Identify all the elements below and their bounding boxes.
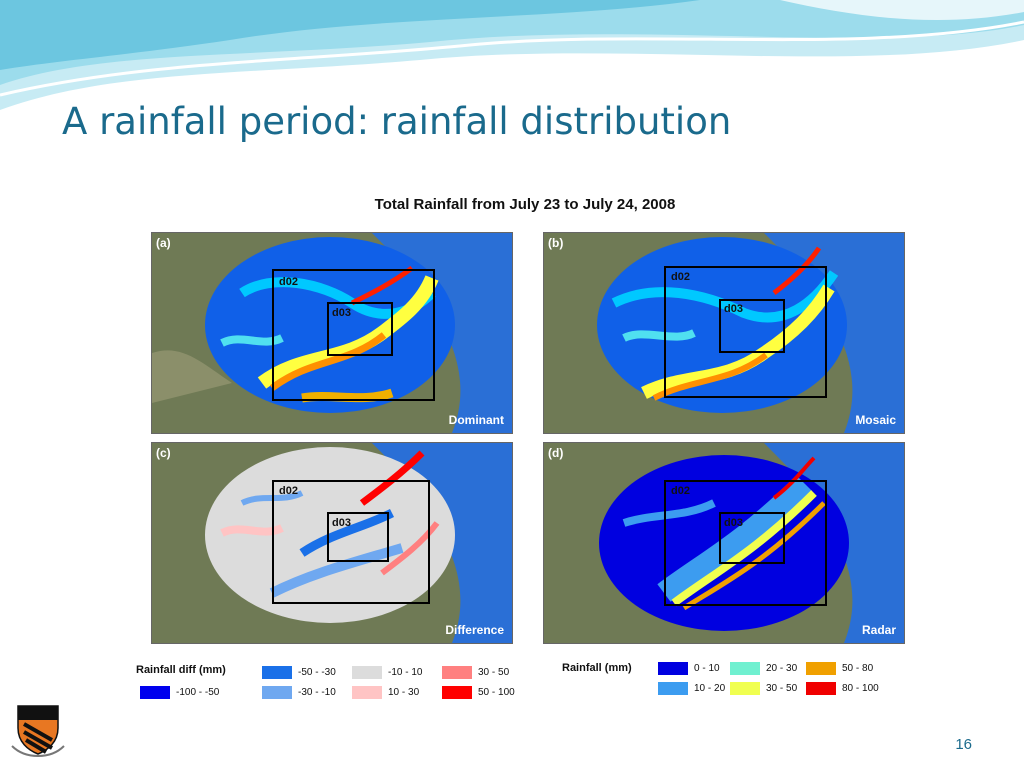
legend-label: -100 - -50: [176, 687, 220, 698]
slide-title: A rainfall period: rainfall distribution: [62, 100, 732, 143]
difference-map: [152, 443, 512, 643]
domain-label-d02: d02: [279, 276, 298, 288]
domain-label-d02: d02: [671, 485, 690, 497]
panel-difference: (c) Difference d02 d03: [151, 442, 513, 644]
domain-label-d02: d02: [671, 271, 690, 283]
panel-letter: (a): [156, 236, 171, 250]
university-shield-logo: [11, 705, 65, 758]
panel-name: Dominant: [448, 413, 504, 427]
legend-label: -30 - -10: [298, 687, 336, 698]
domain-label-d03: d03: [724, 303, 743, 315]
legend-label: 50 - 100: [478, 687, 515, 698]
legend-label: -10 - 10: [388, 667, 423, 678]
panel-letter: (d): [548, 446, 564, 460]
legend-label: 30 - 50: [478, 667, 510, 678]
legend-swatch: [806, 662, 836, 675]
legend-label: 0 - 10: [694, 663, 720, 674]
mosaic-map: [544, 233, 904, 433]
legend-rainfall-diff: Rainfall diff (mm) -100 - -50 -50 - -30 …: [136, 664, 526, 714]
panel-name: Mosaic: [855, 413, 896, 427]
legend-label: 10 - 20: [694, 683, 726, 694]
panel-letter: (b): [548, 236, 564, 250]
legend-swatch: [262, 666, 292, 679]
legend-swatch: [442, 686, 472, 699]
legend-swatch: [730, 662, 760, 675]
panel-letter: (c): [156, 446, 171, 460]
panel-name: Difference: [445, 623, 504, 637]
legend-swatch: [442, 666, 472, 679]
header-wave-banner: [0, 0, 1024, 110]
legend-label: 80 - 100: [842, 683, 879, 694]
legend-swatch: [658, 682, 688, 695]
legend-swatch: [730, 682, 760, 695]
legend-swatch: [806, 682, 836, 695]
panel-radar: (d) Radar d02 d03: [543, 442, 905, 644]
panel-mosaic: (b) Mosaic d02 d03: [543, 232, 905, 434]
domain-label-d03: d03: [724, 517, 743, 529]
domain-label-d02: d02: [279, 485, 298, 497]
legend-title: Rainfall diff (mm): [136, 664, 226, 676]
dominant-map: [152, 233, 512, 433]
legend-label: 10 - 30: [388, 687, 420, 698]
domain-label-d03: d03: [332, 517, 351, 529]
legend-title: Rainfall (mm): [562, 662, 632, 674]
legend-swatch: [352, 686, 382, 699]
legend-label: 20 - 30: [766, 663, 798, 674]
legend-rainfall: Rainfall (mm) 0 - 10 10 - 20 20 - 30 30 …: [562, 662, 912, 712]
domain-label-d03: d03: [332, 307, 351, 319]
panel-dominant: (a) Dominant d02 d03: [151, 232, 513, 434]
legend-swatch: [140, 686, 170, 699]
rainfall-figure: Total Rainfall from July 23 to July 24, …: [130, 186, 920, 722]
page-number: 16: [955, 736, 972, 753]
legend-label: 30 - 50: [766, 683, 798, 694]
legend-swatch: [352, 666, 382, 679]
legend-swatch: [658, 662, 688, 675]
panel-name: Radar: [861, 623, 896, 637]
legend-label: -50 - -30: [298, 667, 336, 678]
legend-swatch: [262, 686, 292, 699]
figure-title: Total Rainfall from July 23 to July 24, …: [374, 196, 676, 213]
radar-map: [544, 443, 904, 643]
legend-label: 50 - 80: [842, 663, 874, 674]
